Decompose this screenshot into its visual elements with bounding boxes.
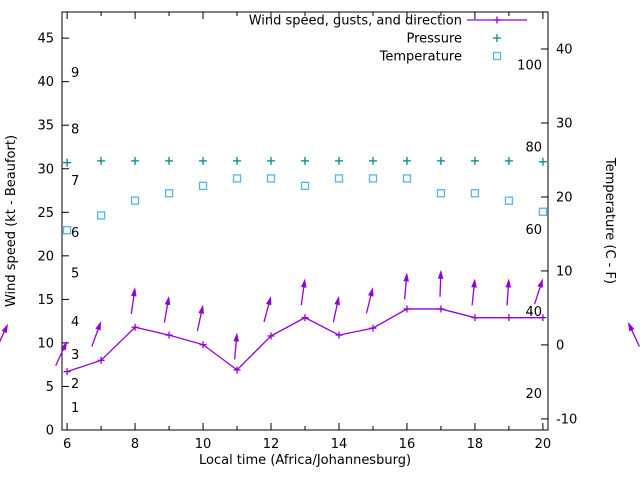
wind-direction-arrow-head [95, 321, 102, 331]
x-tick-label: 16 [399, 437, 416, 452]
temperature-point [402, 174, 412, 183]
y-left-tick-label: 40 [37, 75, 54, 90]
wind-direction-arrow [506, 284, 510, 306]
wind-direction-arrow-head [300, 278, 307, 288]
temperature-point [334, 174, 344, 183]
y-right-tick-label: 10 [556, 264, 573, 279]
wind-direction-arrow [130, 293, 135, 315]
x-tick-label: 10 [195, 437, 212, 452]
y-right-tick-label: 20 [556, 190, 573, 205]
wind-direction-arrow-head [265, 295, 272, 306]
temperature-point [538, 207, 548, 216]
wind-direction-arrow-head [505, 278, 512, 288]
x-tick-label: 14 [331, 437, 348, 452]
wind-direction-arrow-head [233, 332, 240, 342]
wind-direction-arrow [471, 284, 475, 306]
wind-direction-arrow-head [60, 341, 68, 351]
temperature-point [96, 211, 106, 220]
x-tick-label: 18 [467, 437, 484, 452]
wind-direction-arrow-head [437, 269, 444, 279]
fahrenheit-label: 20 [525, 387, 542, 402]
temperature-point [232, 174, 242, 183]
wind-direction-arrow-head [403, 272, 409, 282]
wind-direction-arrow-head [131, 287, 137, 297]
x-axis-title: Local time (Africa/Johannesburg) [199, 453, 411, 468]
temperature-point [436, 189, 446, 198]
wind-direction-arrow [55, 346, 66, 366]
y-left-tick-label: 25 [37, 206, 54, 221]
temperature-point [368, 174, 378, 183]
wind-direction-arrow-head [471, 278, 477, 288]
beaufort-label: 2 [71, 377, 79, 392]
offplot-arrow-right [629, 327, 640, 347]
beaufort-label: 1 [71, 401, 79, 416]
offplot-arrow-right-head [628, 322, 635, 332]
wind-direction-arrow [234, 338, 238, 360]
beaufort-label: 8 [71, 123, 79, 138]
y-axis-left-title: Wind speed (kt - Beaufort) [4, 135, 19, 307]
wind-direction-arrow-head [368, 287, 374, 297]
plot-area: 6 8 10 12 14 16 18 20051015202530354045-1001020… [0, 11, 640, 452]
fahrenheit-label: 40 [525, 305, 542, 320]
y-left-tick-label: 5 [46, 380, 54, 395]
wind-direction-arrow-head [537, 278, 543, 288]
wind-direction-arrow [196, 310, 203, 332]
beaufort-label: 9 [71, 66, 79, 81]
temperature-point [130, 196, 140, 205]
beaufort-label: 5 [71, 266, 79, 281]
beaufort-label: 6 [71, 226, 79, 241]
offplot-arrow-left [0, 328, 7, 343]
y-left-tick-label: 10 [37, 336, 54, 351]
wind-direction-arrow-head [334, 295, 340, 306]
temperature-point [164, 189, 174, 198]
wind-direction-arrow-head [164, 295, 171, 306]
y-left-tick-label: 15 [37, 293, 54, 308]
y-right-tick-label: -10 [556, 412, 577, 427]
x-tick-label: 20 [535, 437, 552, 452]
wind-direction-arrow [263, 301, 271, 323]
y-left-tick-label: 20 [37, 249, 54, 264]
legend-sample-temperature-marker [492, 51, 502, 61]
x-tick-label: 6 [63, 437, 71, 452]
x-tick-label: 8 [131, 437, 139, 452]
y-right-tick-label: 30 [556, 116, 573, 131]
fahrenheit-label: 60 [525, 223, 542, 238]
temperature-point [300, 181, 310, 191]
wind-direction-arrow [332, 301, 339, 323]
beaufort-label: 7 [71, 174, 79, 189]
fahrenheit-label: 100 [517, 58, 542, 73]
fahrenheit-label: 80 [525, 141, 542, 156]
legend-label-temperature: Temperature [379, 50, 462, 65]
wind-direction-arrow-head [198, 304, 204, 314]
y-axis-right-title: Temperature (C - F) [602, 157, 617, 284]
y-left-tick-label: 30 [37, 162, 54, 177]
y-right-tick-label: 40 [556, 42, 573, 57]
wind-direction-arrow [300, 284, 305, 306]
beaufort-label: 3 [71, 348, 79, 363]
legend-label-wind: Wind speed, gusts, and direction [249, 14, 462, 29]
y-left-tick-label: 35 [37, 119, 54, 134]
temperature-point [470, 189, 480, 198]
temperature-point [198, 181, 208, 191]
wind-direction-arrow [403, 278, 408, 300]
y-right-tick-label: 0 [556, 338, 564, 353]
x-tick-label: 12 [263, 437, 280, 452]
temperature-point [62, 226, 72, 235]
offplot-arrow-left-head [1, 323, 8, 334]
wind-direction-arrow [91, 326, 100, 347]
legend: Wind speed, gusts, and direction Pressur… [249, 14, 462, 65]
wind-direction-arrow [365, 292, 373, 314]
temperature-point [504, 196, 514, 205]
wind-direction-arrow [163, 301, 169, 323]
temperature-point [266, 174, 276, 183]
wind-direction-arrow [533, 283, 542, 305]
legend-label-pressure: Pressure [406, 32, 462, 47]
y-left-tick-label: 0 [46, 424, 54, 439]
y-left-tick-label: 45 [37, 32, 54, 47]
beaufort-label: 4 [71, 315, 79, 330]
wind-direction-arrow [439, 275, 442, 297]
